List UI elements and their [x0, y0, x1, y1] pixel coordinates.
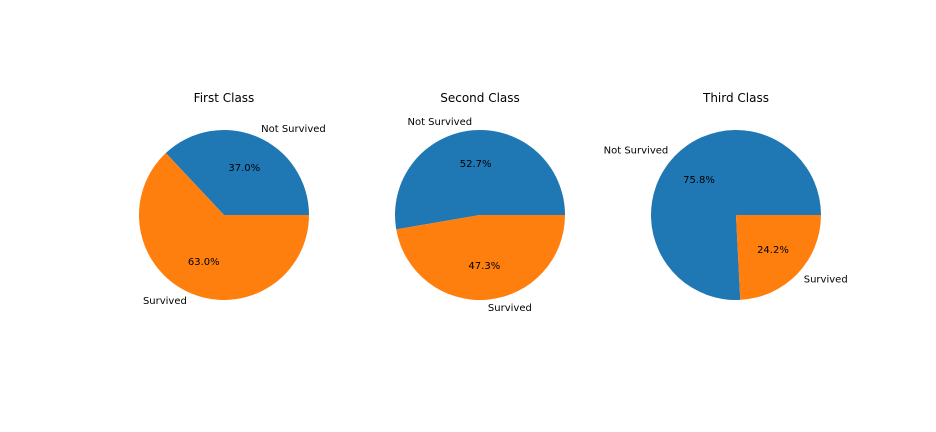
pie-slice-survived [396, 215, 565, 301]
pie-slice-survived [736, 215, 821, 300]
pie-slice-not-survived [650, 129, 821, 300]
slice-label-not-survived: Not Survived [407, 117, 472, 128]
slice-pct-not-survived: 52.7% [460, 159, 492, 170]
pie-slice-survived [139, 153, 309, 300]
slice-pct-not-survived: 37.0% [228, 163, 260, 174]
slice-label-survived: Survived [143, 296, 187, 307]
slice-pct-not-survived: 75.8% [683, 175, 715, 186]
slice-label-not-survived: Not Survived [261, 124, 326, 135]
slice-label-not-survived: Not Survived [604, 146, 669, 157]
slice-label-survived: Survived [804, 274, 848, 285]
chart-title: Second Class [440, 91, 520, 105]
slice-pct-survived: 47.3% [468, 261, 500, 272]
slice-pct-survived: 63.0% [188, 257, 220, 268]
slice-pct-survived: 24.2% [757, 245, 789, 256]
pie-chart-first-class: First Class Not Survived Survived 37.0% … [139, 91, 326, 307]
slice-label-survived: Survived [488, 303, 532, 314]
pie-slice-not-survived [395, 130, 565, 230]
pie-chart-third-class: Third Class Not Survived Survived 75.8% … [604, 91, 848, 300]
pie-slice-not-survived [165, 129, 309, 215]
chart-title: Third Class [702, 91, 769, 105]
chart-title: First Class [194, 91, 255, 105]
pie-chart-second-class: Second Class Not Survived Survived 52.7%… [395, 91, 565, 314]
